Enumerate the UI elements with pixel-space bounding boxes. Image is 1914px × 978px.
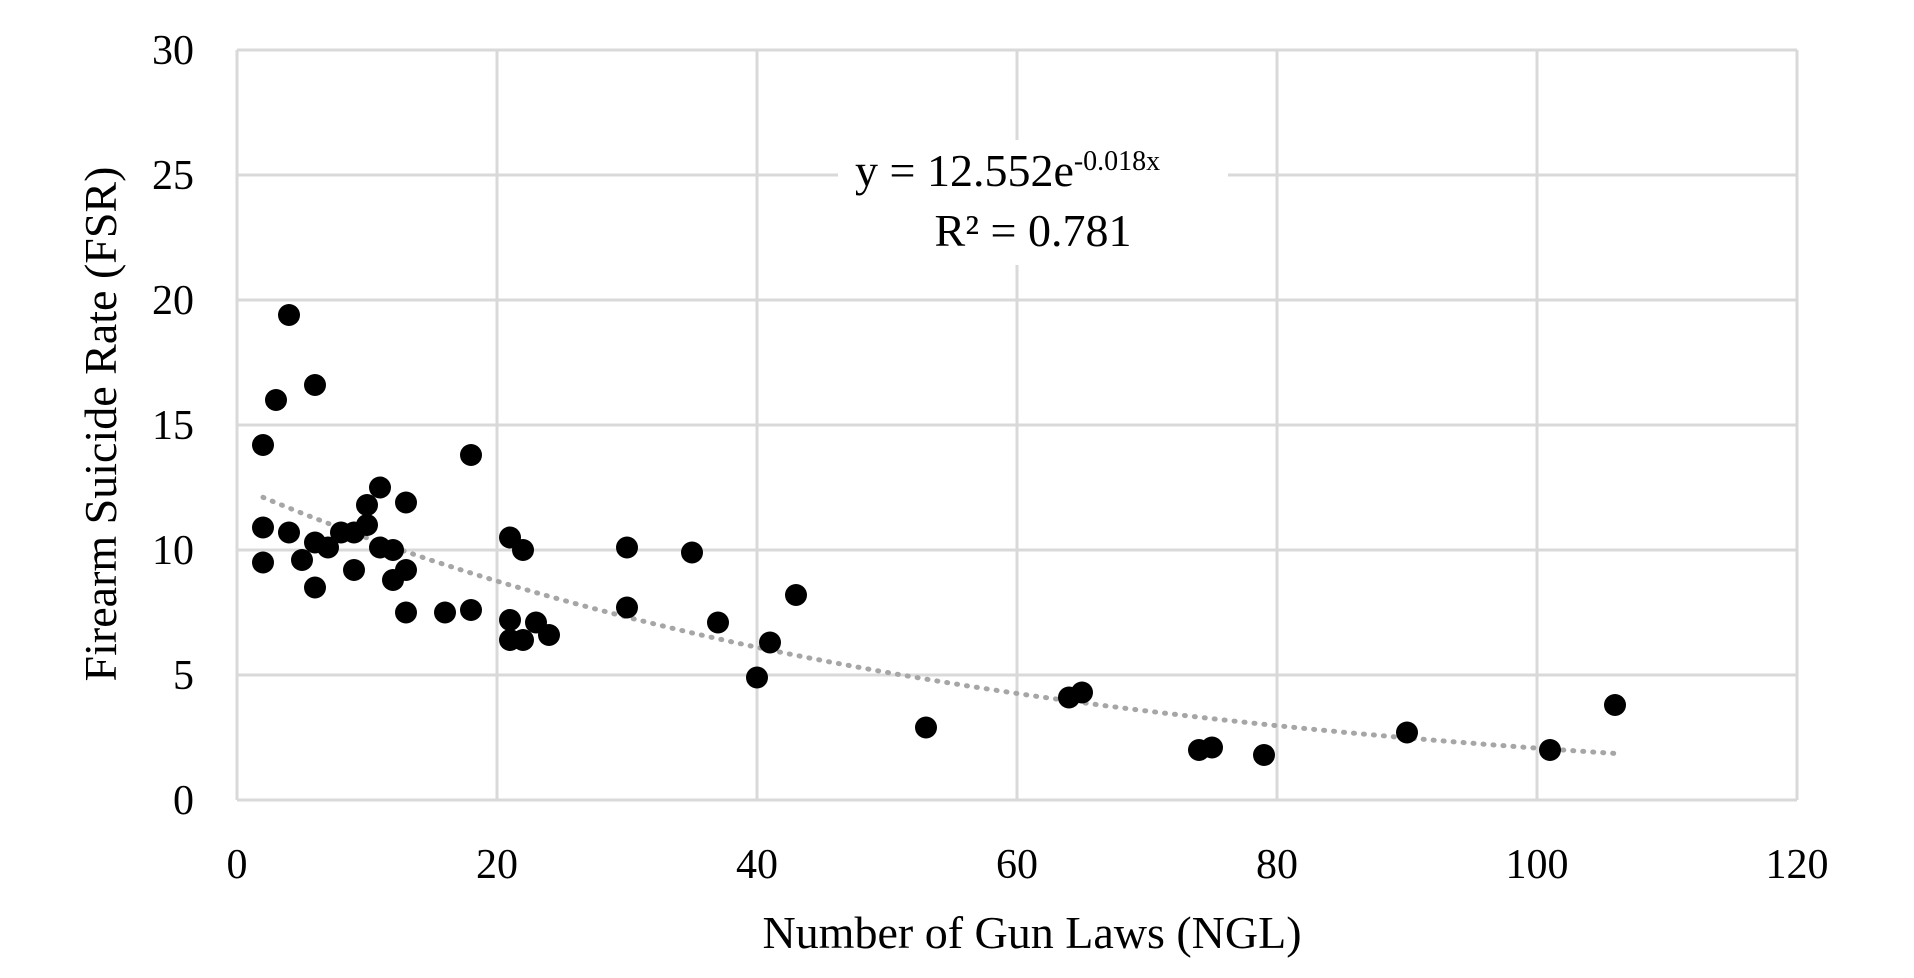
y-tick-label: 10	[152, 528, 194, 574]
x-tick-label: 100	[1506, 842, 1569, 888]
data-points	[252, 304, 1626, 766]
y-tick-label: 20	[152, 278, 194, 324]
y-tick-label: 25	[152, 153, 194, 199]
x-tick-label: 80	[1256, 842, 1298, 888]
y-axis-title: Firearm Suicide Rate (FSR)	[75, 167, 126, 682]
x-tick-label: 0	[227, 842, 248, 888]
trendline-path	[260, 494, 1618, 756]
data-point	[460, 599, 482, 621]
data-point	[616, 536, 638, 559]
data-point	[278, 304, 300, 326]
x-tick-label: 40	[736, 842, 778, 888]
data-point	[1071, 681, 1093, 704]
data-point	[681, 541, 703, 564]
data-point	[1539, 739, 1561, 761]
trendline-equation-base: y = 12.552e	[855, 145, 1074, 196]
data-point	[616, 596, 638, 619]
data-point	[434, 601, 456, 624]
data-point	[356, 494, 378, 516]
trendline-equation-exponent: -0.018x	[1074, 146, 1160, 177]
data-point	[512, 539, 534, 561]
x-tick-label: 60	[996, 842, 1038, 888]
equation-label-background	[838, 140, 1228, 265]
data-point	[460, 444, 482, 466]
data-point	[304, 374, 326, 396]
data-point	[395, 601, 417, 624]
data-point	[759, 631, 781, 654]
data-point	[382, 539, 404, 561]
x-axis-title: Number of Gun Laws (NGL)	[762, 907, 1301, 958]
data-point	[369, 476, 391, 499]
data-point	[252, 551, 274, 574]
trendline-equation: y = 12.552e-0.018x	[855, 145, 1160, 196]
data-point	[538, 624, 560, 646]
y-tick-label: 30	[152, 28, 194, 74]
data-point	[1253, 744, 1275, 766]
r-squared-label: R² = 0.781	[935, 205, 1132, 256]
x-tick-label: 120	[1766, 842, 1829, 888]
data-point	[304, 576, 326, 599]
data-point	[252, 434, 274, 456]
data-point	[356, 514, 378, 536]
y-tick-labels: 0 5 10 15 20 25 30	[152, 28, 194, 824]
data-point	[252, 516, 274, 539]
data-point	[512, 629, 534, 651]
data-point	[1604, 694, 1626, 716]
x-tick-labels: 0 20 40 60 80 100 120	[227, 842, 1829, 888]
data-point	[343, 559, 365, 581]
x-tick-label: 20	[476, 842, 518, 888]
y-tick-label: 0	[173, 778, 194, 824]
y-tick-label: 15	[152, 403, 194, 449]
data-point	[395, 559, 417, 581]
data-point	[1396, 721, 1418, 744]
data-point	[746, 666, 768, 689]
data-point	[317, 536, 339, 559]
data-point	[395, 491, 417, 514]
data-point	[265, 389, 287, 411]
data-point	[915, 716, 937, 739]
data-point	[278, 521, 300, 544]
data-point	[1201, 736, 1223, 759]
data-point	[291, 549, 313, 571]
y-tick-label: 5	[173, 653, 194, 699]
data-point	[707, 611, 729, 634]
trendline	[260, 494, 1618, 756]
data-point	[499, 609, 521, 631]
data-point	[785, 584, 807, 606]
